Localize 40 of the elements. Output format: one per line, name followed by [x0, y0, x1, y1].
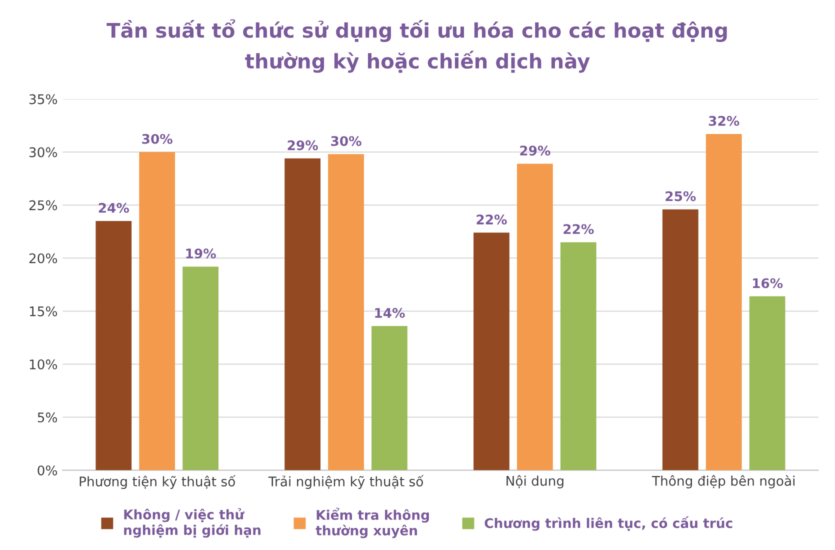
legend-label: Không / việc thử nghiệm bị giới hạn	[124, 508, 260, 538]
bar	[96, 220, 132, 470]
data-label: 30%	[142, 134, 172, 144]
data-label: 16%	[752, 278, 783, 288]
x-tick-label: Nội dung	[506, 475, 564, 488]
bar	[372, 326, 408, 470]
data-label: 22%	[564, 224, 594, 234]
bar	[139, 152, 176, 470]
bar	[749, 296, 786, 470]
data-label: 29%	[520, 146, 550, 156]
data-label: 25%	[666, 191, 696, 202]
bar	[284, 158, 320, 470]
y-tick-label: 0%	[38, 465, 58, 476]
y-tick-label: 10%	[30, 359, 58, 370]
bar	[474, 232, 510, 470]
y-tick-label: 25%	[29, 200, 58, 210]
y-tick-label: 15%	[30, 306, 58, 316]
legend-label: Chương trình liên tục, có cấu trúc	[484, 516, 732, 531]
bar	[182, 266, 218, 470]
y-tick-label: 35%	[29, 94, 58, 104]
chart-title: Tần suất tổ chức sử dụng tối ưu hóa cho các hoạt động thường kỳ hoặc chiến dịch này	[106, 19, 727, 73]
bar	[560, 242, 596, 470]
x-tick-label: Phương tiện kỹ thuật số	[80, 475, 236, 490]
bar	[662, 209, 698, 470]
data-label: 24%	[98, 202, 130, 213]
y-tick-label: 20%	[29, 253, 58, 264]
bar	[516, 164, 553, 470]
data-label: 29%	[288, 140, 318, 150]
data-label: 19%	[186, 248, 216, 258]
data-label: 32%	[708, 116, 740, 126]
bar	[706, 134, 742, 470]
y-tick-label: 30%	[29, 147, 58, 158]
x-tick-label: Trải nghiệm kỹ thuật số	[268, 475, 424, 490]
y-tick-label: 5%	[38, 412, 58, 422]
data-label: 14%	[375, 308, 405, 318]
x-tick-label: Thông điệp bên ngoài	[652, 475, 794, 488]
legend-label: Kiểm tra không thường xuyên	[316, 508, 429, 538]
data-label: 30%	[331, 136, 362, 146]
data-label: 22%	[476, 214, 507, 225]
bar	[328, 154, 364, 470]
